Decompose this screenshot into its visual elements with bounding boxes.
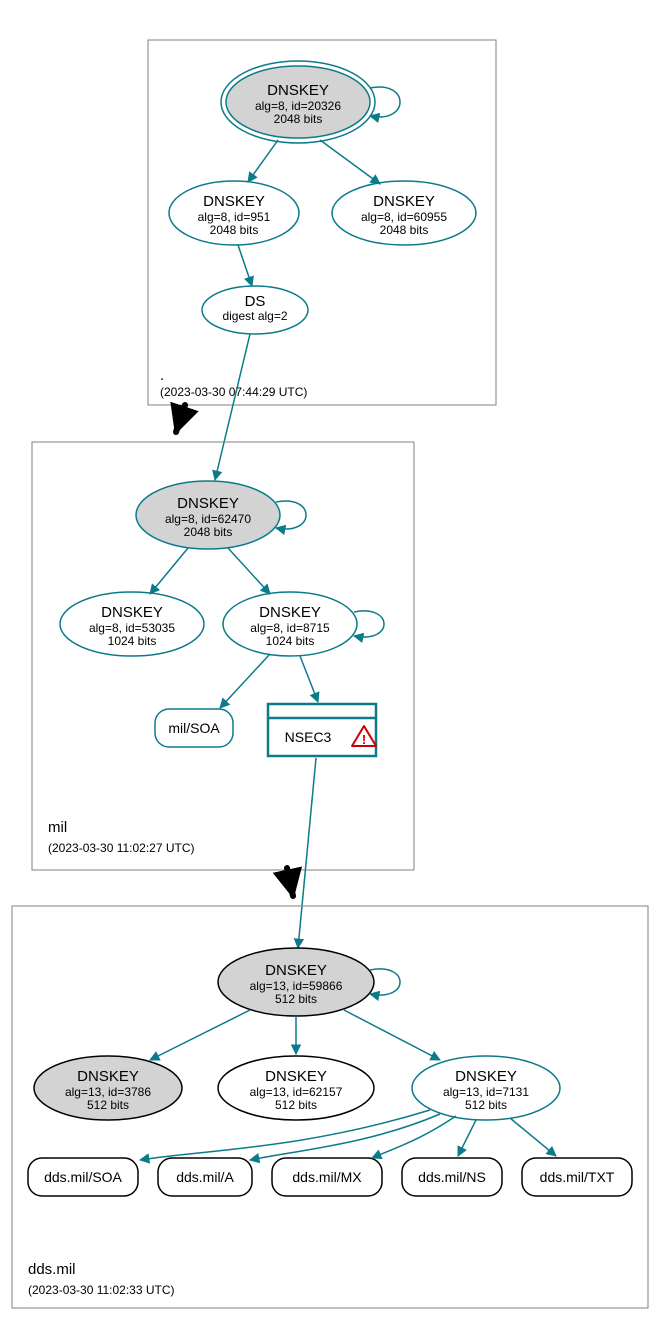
node-mil-zsk1: DNSKEY alg=8, id=53035 1024 bits xyxy=(60,592,204,656)
zone-mil-ts: (2023-03-30 11:02:27 UTC) xyxy=(48,841,195,855)
svg-text:DNSKEY: DNSKEY xyxy=(267,82,329,99)
svg-text:alg=13, id=62157: alg=13, id=62157 xyxy=(250,1085,343,1099)
svg-text:dds.mil/NS: dds.mil/NS xyxy=(418,1169,486,1185)
svg-text:2048 bits: 2048 bits xyxy=(274,112,323,126)
svg-text:512 bits: 512 bits xyxy=(465,1098,507,1112)
node-mil-ksk: DNSKEY alg=8, id=62470 2048 bits xyxy=(136,481,280,549)
edge-milksk-z2 xyxy=(228,548,270,594)
svg-text:1024 bits: 1024 bits xyxy=(108,634,157,648)
svg-text:1024 bits: 1024 bits xyxy=(266,634,315,648)
zone-root-ts: (2023-03-30 07:44:29 UTC) xyxy=(160,385,307,399)
svg-text:digest alg=2: digest alg=2 xyxy=(222,309,287,323)
svg-text:DS: DS xyxy=(245,293,266,310)
edge-milz2-nsec3 xyxy=(300,656,318,702)
edge-milz2-soa xyxy=(220,654,270,708)
zone-mil: mil (2023-03-30 11:02:27 UTC) DNSKEY alg… xyxy=(32,442,414,870)
svg-text:dds.mil/MX: dds.mil/MX xyxy=(292,1169,362,1185)
svg-text:2048 bits: 2048 bits xyxy=(380,223,429,237)
node-mil-nsec3: NSEC3 ! xyxy=(268,704,376,756)
edge-rksk-rzsk1 xyxy=(248,140,278,182)
svg-text:NSEC3: NSEC3 xyxy=(285,729,332,745)
edge-root-to-mil-thick xyxy=(176,405,185,432)
svg-text:dds.mil/A: dds.mil/A xyxy=(176,1169,234,1185)
svg-text:mil/SOA: mil/SOA xyxy=(168,720,220,736)
svg-text:DNSKEY: DNSKEY xyxy=(373,193,435,210)
svg-text:DNSKEY: DNSKEY xyxy=(101,604,163,621)
edge-mil-to-dds-thick xyxy=(287,868,293,896)
zone-root-name: . xyxy=(160,367,164,384)
node-dds-k3: DNSKEY alg=13, id=7131 512 bits xyxy=(412,1056,560,1120)
svg-text:dds.mil/SOA: dds.mil/SOA xyxy=(44,1169,122,1185)
node-dds-txt: dds.mil/TXT xyxy=(522,1158,632,1196)
svg-text:!: ! xyxy=(362,732,366,747)
zone-dds: dds.mil (2023-03-30 11:02:33 UTC) DNSKEY… xyxy=(12,906,648,1308)
edge-k3-a xyxy=(250,1114,440,1160)
edge-k3-txt xyxy=(510,1118,556,1156)
svg-text:DNSKEY: DNSKEY xyxy=(177,495,239,512)
svg-text:alg=8, id=951: alg=8, id=951 xyxy=(198,210,271,224)
node-root-zsk2: DNSKEY alg=8, id=60955 2048 bits xyxy=(332,181,476,245)
node-mil-soa: mil/SOA xyxy=(155,709,233,747)
svg-text:512 bits: 512 bits xyxy=(275,1098,317,1112)
zone-dds-name: dds.mil xyxy=(28,1261,76,1278)
svg-text:alg=13, id=7131: alg=13, id=7131 xyxy=(443,1085,529,1099)
svg-text:alg=8, id=60955: alg=8, id=60955 xyxy=(361,210,447,224)
svg-text:DNSKEY: DNSKEY xyxy=(259,604,321,621)
node-dds-soa: dds.mil/SOA xyxy=(28,1158,138,1196)
svg-text:alg=8, id=20326: alg=8, id=20326 xyxy=(255,99,341,113)
node-dds-mx: dds.mil/MX xyxy=(272,1158,382,1196)
node-dds-ns: dds.mil/NS xyxy=(402,1158,502,1196)
edge-ds-milksk xyxy=(215,334,250,480)
edge-milzsk2-self xyxy=(354,611,384,637)
edge-ksk-k3 xyxy=(344,1010,440,1060)
svg-text:512 bits: 512 bits xyxy=(275,992,317,1006)
svg-text:DNSKEY: DNSKEY xyxy=(203,193,265,210)
svg-text:alg=13, id=3786: alg=13, id=3786 xyxy=(65,1085,151,1099)
svg-text:DNSKEY: DNSKEY xyxy=(455,1068,517,1085)
node-dds-k1: DNSKEY alg=13, id=3786 512 bits xyxy=(34,1056,182,1120)
edge-k3-ns xyxy=(458,1120,476,1156)
svg-text:512 bits: 512 bits xyxy=(87,1098,129,1112)
svg-text:DNSKEY: DNSKEY xyxy=(77,1068,139,1085)
svg-text:DNSKEY: DNSKEY xyxy=(265,1068,327,1085)
svg-text:2048 bits: 2048 bits xyxy=(184,525,233,539)
node-dds-k2: DNSKEY alg=13, id=62157 512 bits xyxy=(218,1056,374,1120)
svg-text:2048 bits: 2048 bits xyxy=(210,223,259,237)
svg-text:alg=13, id=59866: alg=13, id=59866 xyxy=(250,979,343,993)
svg-text:alg=8, id=62470: alg=8, id=62470 xyxy=(165,512,251,526)
edge-nsec3-ddsksk xyxy=(298,758,316,948)
edge-rksk-rzsk2 xyxy=(320,140,380,184)
zone-dds-ts: (2023-03-30 11:02:33 UTC) xyxy=(28,1283,175,1297)
node-dds-ksk: DNSKEY alg=13, id=59866 512 bits xyxy=(218,948,374,1016)
node-root-zsk1: DNSKEY alg=8, id=951 2048 bits xyxy=(169,181,299,245)
svg-text:alg=8, id=53035: alg=8, id=53035 xyxy=(89,621,175,635)
node-mil-zsk2: DNSKEY alg=8, id=8715 1024 bits xyxy=(223,592,357,656)
svg-text:alg=8, id=8715: alg=8, id=8715 xyxy=(250,621,330,635)
node-dds-a: dds.mil/A xyxy=(158,1158,252,1196)
zone-mil-name: mil xyxy=(48,819,67,836)
edge-rzsk1-ds xyxy=(238,245,252,286)
node-root-ds: DS digest alg=2 xyxy=(202,286,308,334)
svg-text:dds.mil/TXT: dds.mil/TXT xyxy=(540,1169,615,1185)
node-root-ksk: DNSKEY alg=8, id=20326 2048 bits xyxy=(221,61,375,143)
edge-ksk-k1 xyxy=(150,1010,250,1060)
svg-text:DNSKEY: DNSKEY xyxy=(265,962,327,979)
dnssec-diagram: . (2023-03-30 07:44:29 UTC) DNSKEY alg=8… xyxy=(0,0,660,1326)
zone-root: . (2023-03-30 07:44:29 UTC) DNSKEY alg=8… xyxy=(148,40,496,405)
edge-milksk-z1 xyxy=(150,548,188,594)
